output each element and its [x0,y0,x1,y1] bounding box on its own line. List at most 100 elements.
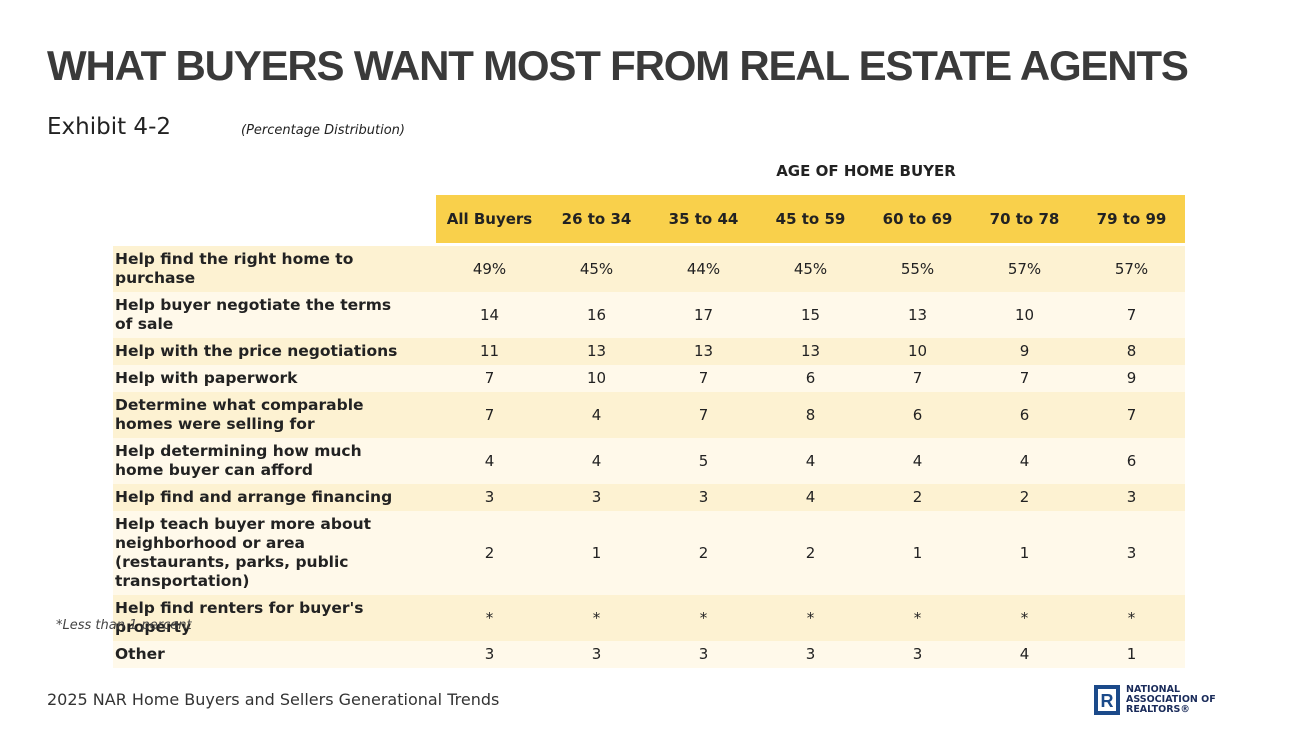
row: Help with paperwork 7 10 7 6 7 7 9 [113,365,1185,392]
row-label: Help buyer negotiate the terms of sale [113,292,436,338]
column-header: 70 to 78 [971,195,1078,243]
cell: 44% [650,246,757,292]
cell: 7 [1078,392,1185,438]
cell: 57% [1078,246,1185,292]
row: Help with the price negotiations 11 13 13 13… [113,338,1185,365]
cell: 1 [543,511,650,595]
cell: * [757,595,864,641]
table: All Buyers 26 to 34 35 to 44 45 to 59 60 to … [113,195,1185,668]
source: 2025 NAR Home Buyers and Sellers Generat… [47,690,500,709]
cell: 13 [543,338,650,365]
cell: 3 [543,641,650,668]
cell: 7 [650,365,757,392]
cell: 13 [864,292,971,338]
cell: 4 [864,438,971,484]
column-header: All Buyers [436,195,543,243]
cell: * [543,595,650,641]
cell: 4 [543,392,650,438]
cell: 2 [971,484,1078,511]
cell: 1 [971,511,1078,595]
cell: 2 [436,511,543,595]
cell: 7 [864,365,971,392]
cell: 5 [650,438,757,484]
cell: 9 [1078,365,1185,392]
cell: 9 [971,338,1078,365]
row-label: Help find renters for buyer's property [113,595,436,641]
row-label: Help determining how much home buyer can… [113,438,436,484]
cell: 4 [436,438,543,484]
column-header: 35 to 44 [650,195,757,243]
cell: 3 [543,484,650,511]
cell: * [650,595,757,641]
cell: 4 [971,438,1078,484]
cell: * [436,595,543,641]
cell: 6 [757,365,864,392]
svg-text:R: R [1101,691,1114,711]
cell: 57% [971,246,1078,292]
cell: * [971,595,1078,641]
row: Determine what comparable homes were sel… [113,392,1185,438]
cell: 6 [864,392,971,438]
row-label: Help find the right home to purchase [113,246,436,292]
exhibit: Exhibit 4-2 [47,114,171,140]
cell: 3 [436,484,543,511]
group-header: AGE OF HOME BUYER [776,162,956,180]
cell: 3 [650,641,757,668]
cell: 10 [543,365,650,392]
cell: 7 [436,392,543,438]
cell: 10 [971,292,1078,338]
cell: 4 [971,641,1078,668]
blank-cell [113,195,436,243]
spacer [113,243,1185,246]
cell: 45% [543,246,650,292]
row: Help buyer negotiate the terms of sale 14… [113,292,1185,338]
column-header: 26 to 34 [543,195,650,243]
cell: 3 [1078,484,1185,511]
cell: 15 [757,292,864,338]
row-label: Other [113,641,436,668]
subtitle: (Percentage Distribution) [241,123,405,138]
cell: 49% [436,246,543,292]
cell: 1 [864,511,971,595]
logo: R NATIONAL ASSOCIATION OF REALTORS® [1094,685,1221,715]
row: Other 3 3 3 3 3 4 1 [113,641,1185,668]
row: Help determining how much home buyer can… [113,438,1185,484]
row: Help find and arrange financing 3 3 3 4 2 2 3 [113,484,1185,511]
cell: 13 [650,338,757,365]
cell: 6 [971,392,1078,438]
cell: 4 [757,438,864,484]
header-row: All Buyers 26 to 34 35 to 44 45 to 59 60 to … [113,195,1185,243]
cell: 7 [1078,292,1185,338]
row: Help teach buyer more about neighborhood… [113,511,1185,595]
cell: 7 [971,365,1078,392]
row-label: Help teach buyer more about neighborhood… [113,511,436,595]
cell: 16 [543,292,650,338]
cell: 3 [757,641,864,668]
cell: 14 [436,292,543,338]
title: WHAT BUYERS WANT MOST FROM REAL ESTATE A… [47,42,1189,89]
logo-text: NATIONAL ASSOCIATION OF REALTORS® [1126,684,1216,715]
cell: 7 [436,365,543,392]
cell: 4 [543,438,650,484]
cell: 2 [757,511,864,595]
cell: 3 [650,484,757,511]
cell: 8 [757,392,864,438]
logo-mark: R [1094,685,1120,715]
cell: 10 [864,338,971,365]
cell: 2 [650,511,757,595]
cell: 11 [436,338,543,365]
row-label: Determine what comparable homes were sel… [113,392,436,438]
column-header: 45 to 59 [757,195,864,243]
spacer-cell [113,243,1185,246]
row: Help find renters for buyer's property * *… [113,595,1185,641]
cell: 1 [1078,641,1185,668]
cell: 17 [650,292,757,338]
cell: 7 [650,392,757,438]
cell: 3 [436,641,543,668]
row-label: Help with paperwork [113,365,436,392]
cell: * [1078,595,1185,641]
cell: 6 [1078,438,1185,484]
column-header: 79 to 99 [1078,195,1185,243]
cell: 45% [757,246,864,292]
